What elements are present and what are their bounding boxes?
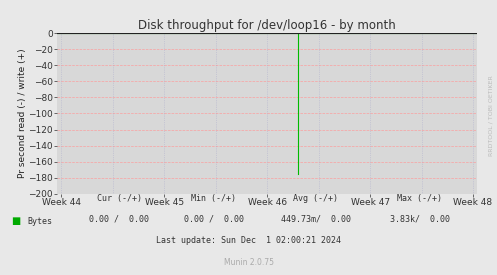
Text: Max (-/+): Max (-/+) (398, 194, 442, 203)
Text: 449.73m/  0.00: 449.73m/ 0.00 (281, 214, 350, 223)
Text: ■: ■ (11, 216, 20, 226)
Text: Last update: Sun Dec  1 02:00:21 2024: Last update: Sun Dec 1 02:00:21 2024 (156, 236, 341, 245)
Text: 0.00 /  0.00: 0.00 / 0.00 (89, 214, 149, 223)
Text: Min (-/+): Min (-/+) (191, 194, 236, 203)
Text: Munin 2.0.75: Munin 2.0.75 (224, 258, 273, 266)
Text: Bytes: Bytes (27, 217, 52, 226)
Title: Disk throughput for /dev/loop16 - by month: Disk throughput for /dev/loop16 - by mon… (138, 19, 396, 32)
Text: RRDTOOL / TOBI OETIKER: RRDTOOL / TOBI OETIKER (489, 75, 494, 156)
Text: Cur (-/+): Cur (-/+) (97, 194, 142, 203)
Text: 0.00 /  0.00: 0.00 / 0.00 (184, 214, 244, 223)
Y-axis label: Pr second read (-) / write (+): Pr second read (-) / write (+) (18, 49, 27, 178)
Text: 3.83k/  0.00: 3.83k/ 0.00 (390, 214, 450, 223)
Text: Avg (-/+): Avg (-/+) (293, 194, 338, 203)
